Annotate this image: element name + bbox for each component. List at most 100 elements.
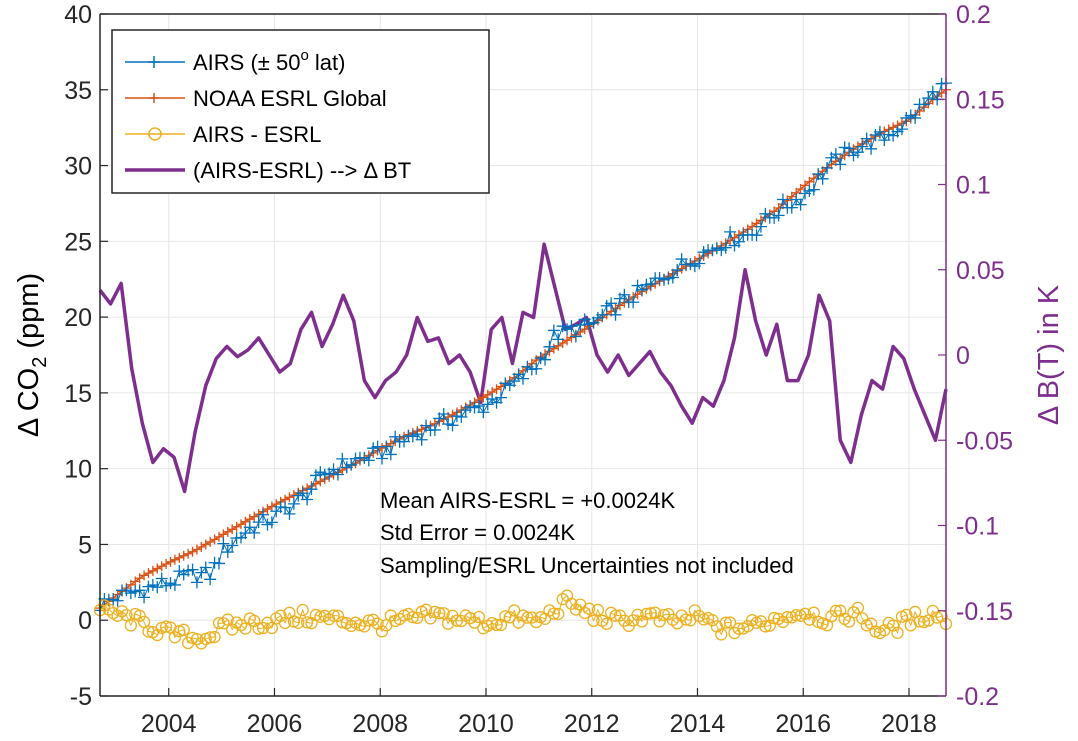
noaa-marker — [196, 541, 207, 552]
airs-marker — [895, 123, 908, 136]
noaa-marker — [249, 511, 260, 522]
diff-marker — [111, 609, 124, 622]
left-tick-label: 15 — [64, 380, 92, 408]
annotation-std-error: Std Error = 0.0024K — [380, 520, 575, 545]
diff-marker — [723, 616, 737, 629]
diff-marker — [239, 622, 252, 635]
diff-marker — [300, 616, 314, 629]
airs-marker — [415, 433, 428, 446]
diff-marker — [177, 623, 190, 636]
legend-item-airs: AIRS (± 50o lat) — [125, 47, 345, 75]
airs-marker — [204, 573, 217, 586]
airs-marker — [719, 241, 732, 254]
diff-marker — [679, 613, 693, 626]
diff-marker — [741, 620, 754, 633]
noaa-marker — [240, 516, 251, 527]
diff-marker — [195, 637, 208, 650]
diff-marker — [913, 615, 926, 628]
noaa-marker — [161, 558, 172, 569]
diff-marker — [732, 622, 746, 635]
right-tick-label: 0.05 — [956, 257, 1005, 285]
airs-marker — [530, 362, 543, 375]
diff-marker — [151, 628, 164, 642]
airs-marker — [605, 297, 618, 310]
airs-marker — [666, 271, 679, 284]
airs-marker — [821, 161, 834, 174]
legend-label-noaa: NOAA ESRL Global — [193, 86, 387, 111]
diff-marker — [644, 607, 657, 620]
diff-marker — [635, 615, 649, 628]
noaa-marker — [187, 546, 198, 557]
diff-marker — [411, 611, 424, 625]
diff-marker — [204, 631, 217, 644]
noaa-marker — [165, 556, 176, 567]
right-tick-label: 0.2 — [956, 1, 991, 29]
right-tick-label: -0.2 — [956, 683, 999, 711]
x-tick-label: 2012 — [564, 710, 620, 738]
right-tick-label: 0.1 — [956, 172, 991, 200]
x-tick-label: 2016 — [775, 710, 831, 738]
legend-marker-airs — [148, 56, 160, 68]
diff-marker — [221, 613, 234, 626]
left-tick-label: 35 — [64, 77, 92, 105]
airs-marker — [785, 201, 798, 214]
airs-marker — [926, 85, 939, 98]
noaa-marker — [174, 552, 185, 563]
left-tick-label: 30 — [64, 153, 92, 181]
airs-marker — [446, 419, 459, 432]
airs-marker — [111, 594, 124, 607]
legend-airs-main: AIRS (± 50 — [193, 50, 300, 75]
right-tick-label: -0.15 — [956, 598, 1013, 626]
noaa-marker — [183, 548, 194, 559]
x-tick-label: 2004 — [141, 710, 197, 738]
y-axis-label-right: Δ B(T) in K — [1033, 284, 1065, 425]
diff-marker — [331, 609, 345, 622]
airs-marker — [287, 497, 300, 510]
diff-marker — [719, 616, 732, 629]
right-tick-labels: -0.2 -0.15 -0.1 -0.05 0 0.05 0.1 0.15 0.2 — [956, 1, 1013, 711]
airs-marker — [539, 353, 552, 366]
diff-marker — [856, 612, 869, 625]
noaa-marker — [262, 504, 273, 515]
left-tick-labels: -5 0 5 10 15 20 25 30 35 40 — [64, 1, 92, 711]
right-tick-label: 0 — [956, 342, 970, 370]
airs-marker — [772, 209, 785, 222]
diff-marker — [829, 604, 842, 618]
airs-series — [94, 77, 952, 617]
airs-marker — [437, 407, 450, 420]
diff-marker — [790, 608, 803, 622]
airs-marker — [252, 516, 265, 529]
airs-marker — [860, 132, 873, 145]
legend-airs-tail: lat) — [309, 50, 346, 75]
legend-label-bt: (AIRS-ESRL) --> Δ BT — [193, 158, 411, 183]
diff-marker — [314, 610, 327, 623]
diff-marker — [781, 610, 794, 624]
right-tick-label: -0.1 — [956, 513, 999, 541]
airs-marker — [776, 193, 789, 206]
x-tick-labels: 2004 2006 2008 2010 2012 2014 2016 2018 — [141, 710, 937, 738]
annotation-block: Mean AIRS-ESRL = +0.0024K Std Error = 0.… — [380, 488, 794, 578]
noaa-marker — [222, 526, 233, 537]
airs-marker — [552, 333, 565, 346]
noaa-marker — [143, 568, 154, 579]
x-tick-label: 2008 — [352, 710, 408, 738]
airs-marker — [618, 288, 631, 301]
noaa-marker — [178, 550, 189, 561]
legend-item-noaa: NOAA ESRL Global — [125, 86, 387, 111]
axes — [99, 13, 947, 697]
airs-marker — [627, 296, 640, 309]
x-tick-label: 2006 — [247, 710, 303, 738]
airs-marker — [472, 399, 485, 412]
noaa-marker — [478, 392, 489, 403]
diff-marker — [653, 615, 666, 628]
airs-marker — [212, 557, 225, 570]
airs-marker — [693, 257, 706, 270]
diff-marker — [587, 614, 600, 627]
legend-label-diff: AIRS - ESRL — [193, 122, 321, 147]
airs-marker — [834, 158, 847, 171]
diff-marker — [133, 609, 146, 622]
airs-marker — [168, 578, 181, 591]
noaa-marker — [209, 534, 220, 545]
airs-marker — [909, 111, 922, 124]
